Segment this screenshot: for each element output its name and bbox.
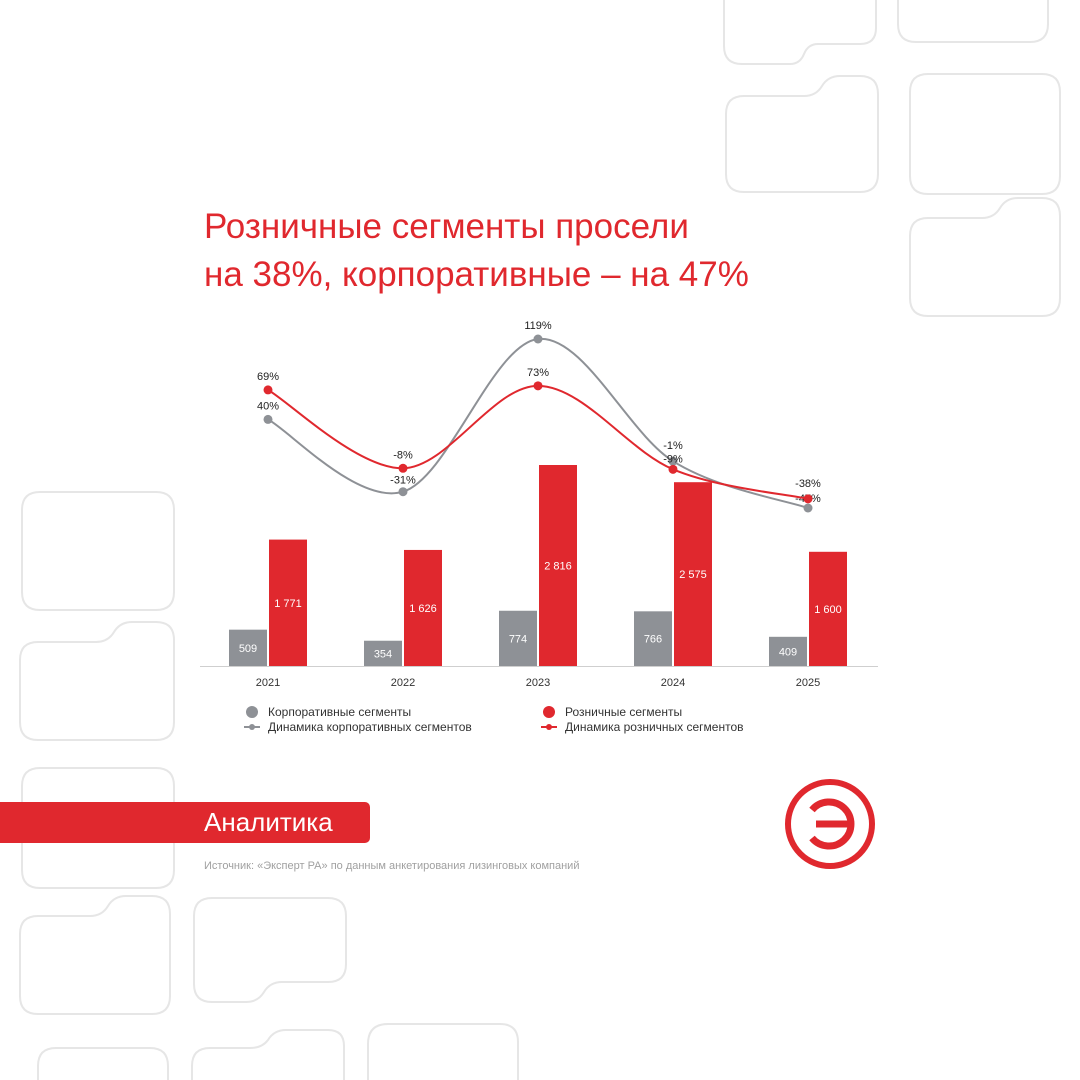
retail-dynamics-label-2025: -38% bbox=[795, 478, 821, 490]
retail-bar-label-2022: 1 626 bbox=[409, 603, 437, 615]
corporate-bar-2021 bbox=[229, 629, 267, 666]
retail-bar-2024 bbox=[674, 482, 712, 666]
corporate-dynamics-point-2021 bbox=[263, 414, 273, 424]
chart-title-line-1: Розничные сегменты просели bbox=[204, 207, 689, 246]
bar-line-chart: 509 1 771 2021 354 1 626 2022 774 2 816 2023 766 2… bbox=[200, 320, 878, 689]
legend-label: Розничные сегменты bbox=[565, 705, 683, 719]
corporate-dynamics-point-2024 bbox=[668, 456, 678, 466]
retail-dynamics-label-2023: 73% bbox=[527, 367, 549, 379]
corporate-bar-2023 bbox=[499, 610, 537, 666]
legend-gray-line-icon bbox=[244, 724, 260, 730]
chart-title-line-2: на 38%, корпоративные – на 47% bbox=[204, 255, 749, 294]
legend-label: Корпоративные сегменты bbox=[268, 705, 412, 719]
retail-dynamics-point-2022 bbox=[398, 463, 408, 473]
retail-dynamics-point-2023 bbox=[533, 381, 543, 391]
corporate-bar-label-2025: 409 bbox=[779, 646, 797, 658]
retail-dynamics-point-2021 bbox=[263, 385, 273, 395]
corporate-dynamics-label-2021: 40% bbox=[257, 400, 279, 412]
legend-label: Динамика розничных сегментов bbox=[565, 720, 744, 734]
corporate-bar-2022 bbox=[364, 640, 402, 666]
retail-dynamics-point-2024 bbox=[668, 464, 678, 474]
corporate-bar-2024 bbox=[634, 611, 672, 666]
retail-dynamics-label-2022: -8% bbox=[393, 449, 413, 461]
corporate-dynamics-point-2022 bbox=[398, 487, 408, 497]
retail-bar-2022 bbox=[404, 549, 442, 666]
corporate-bar-label-2021: 509 bbox=[239, 643, 257, 655]
expert-ra-logo-icon bbox=[785, 779, 875, 869]
x-tick-label-2023: 2023 bbox=[526, 677, 550, 689]
corporate-dynamics-label-2023: 119% bbox=[524, 320, 552, 332]
retail-bar-label-2023: 2 816 bbox=[544, 561, 572, 573]
corporate-dynamics-label-2022: -31% bbox=[390, 475, 416, 487]
section-badge: Аналитика bbox=[0, 802, 370, 843]
section-badge-label: Аналитика bbox=[204, 807, 333, 837]
x-tick-label-2022: 2022 bbox=[391, 677, 415, 689]
retail-bar-label-2024: 2 575 bbox=[679, 569, 707, 581]
legend-label: Динамика корпоративных сегментов bbox=[268, 720, 472, 734]
legend-red-dot-icon bbox=[543, 706, 555, 718]
corporate-dynamics-point-2023 bbox=[533, 334, 543, 344]
corporate-bar-2025 bbox=[769, 636, 807, 666]
retail-dynamics-label-2021: 69% bbox=[257, 371, 279, 383]
corporate-bar-label-2024: 766 bbox=[644, 634, 662, 646]
retail-dynamics-label-2024: -9% bbox=[663, 453, 683, 465]
corporate-dynamics-point-2025 bbox=[803, 503, 813, 513]
corporate-bar-label-2023: 774 bbox=[509, 633, 527, 645]
corporate-bar-label-2022: 354 bbox=[374, 648, 392, 660]
retail-dynamics-line bbox=[267, 384, 809, 500]
retail-bar-2023 bbox=[539, 465, 577, 666]
x-tick-label-2021: 2021 bbox=[256, 677, 280, 689]
retail-bar-2021 bbox=[269, 539, 307, 666]
retail-dynamics-point-2025 bbox=[803, 494, 813, 504]
corporate-dynamics-line bbox=[267, 337, 809, 509]
retail-bar-label-2021: 1 771 bbox=[274, 598, 302, 610]
chart-title: Розничные сегменты просели на 38%, корпо… bbox=[204, 203, 749, 299]
corporate-dynamics-label-2024: -1% bbox=[663, 440, 683, 452]
legend-red-line-icon bbox=[541, 724, 557, 730]
retail-bar-label-2025: 1 600 bbox=[814, 604, 842, 616]
source-note: Источник: «Эксперт РА» по данным анкетир… bbox=[204, 860, 580, 872]
retail-bar-2025 bbox=[809, 551, 847, 666]
x-tick-label-2024: 2024 bbox=[661, 677, 685, 689]
x-tick-label-2025: 2025 bbox=[796, 677, 820, 689]
legend-gray-dot-icon bbox=[246, 706, 258, 718]
